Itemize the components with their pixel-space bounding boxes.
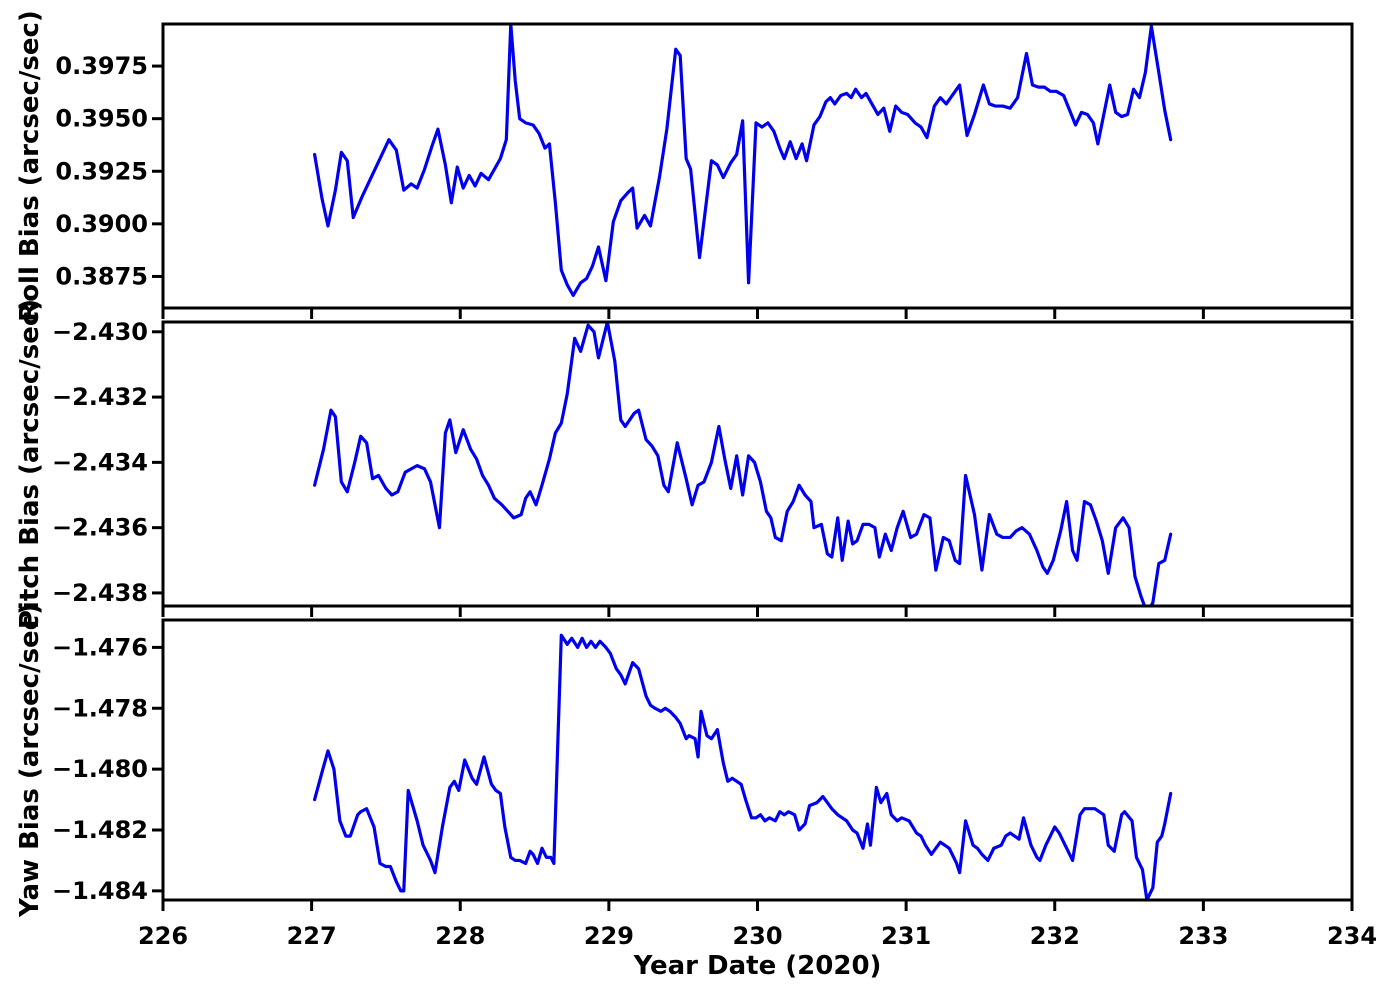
y-tick-label: −1.482 [52,816,148,844]
panel-roll: 0.3975 0.3950 0.3925 0.3900 0.3875 Roll Bias … [15,10,1354,322]
y-tick-label: 0.3925 [55,157,148,185]
y-tick-label: 0.3950 [55,105,148,133]
y-axis-label: Pitch Bias (arcsec/sec) [15,299,45,629]
y-tick-label: −2.438 [52,579,148,607]
x-tick-label: 229 [584,922,634,950]
y-tick-label: −1.478 [52,694,148,722]
axes-frame [161,618,1354,902]
y-axis-label: Yaw Bias (arcsec/sec) [15,603,45,918]
y-tick-label: −1.476 [52,633,148,661]
y-tick-label: −1.484 [52,877,148,905]
y-tick-label: 0.3900 [55,210,148,238]
y-tick-label: −2.434 [52,448,148,476]
y-tick-label: 0.3975 [55,52,148,80]
y-tick-label: −2.436 [52,514,148,542]
x-tick-label: 231 [881,922,931,950]
x-tick-label: 226 [138,922,188,950]
data-line-roll [313,24,1173,297]
y-tick-label: −2.432 [52,383,148,411]
x-tick-label: 234 [1327,922,1377,950]
y-tick-label: −1.480 [52,755,148,783]
x-axis-label: Year Date (2020) [633,951,882,981]
y-tick-label: 0.3875 [55,262,148,290]
y-tick-label: −2.430 [52,318,148,346]
axes-frame [161,320,1354,608]
axes-frame [161,22,1354,310]
y-axis-label: Roll Bias (arcsec/sec) [15,10,45,322]
x-tick-label: 233 [1178,922,1228,950]
data-line-pitch [313,322,1173,606]
x-tick-label: 227 [287,922,337,950]
x-tick-label: 230 [732,922,782,950]
data-line-yaw [313,633,1173,900]
x-tick-label: 232 [1030,922,1080,950]
x-tick-label: 228 [435,922,485,950]
